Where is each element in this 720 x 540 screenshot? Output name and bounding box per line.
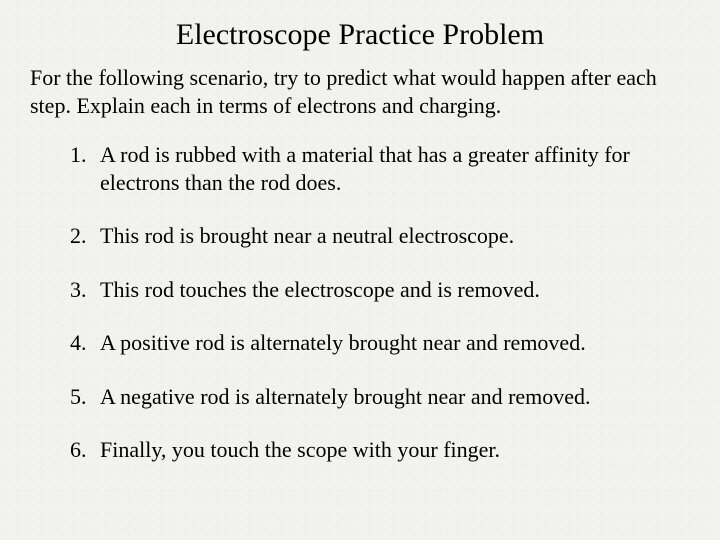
intro-paragraph: For the following scenario, try to predi… (30, 64, 690, 119)
list-item: A rod is rubbed with a material that has… (92, 141, 690, 196)
list-item: A negative rod is alternately brought ne… (92, 383, 690, 411)
problem-list: A rod is rubbed with a material that has… (30, 141, 690, 464)
slide-title: Electroscope Practice Problem (30, 18, 690, 52)
list-item: This rod is brought near a neutral elect… (92, 222, 690, 250)
list-item: This rod touches the electroscope and is… (92, 276, 690, 304)
list-item: Finally, you touch the scope with your f… (92, 436, 690, 464)
list-item: A positive rod is alternately brought ne… (92, 329, 690, 357)
